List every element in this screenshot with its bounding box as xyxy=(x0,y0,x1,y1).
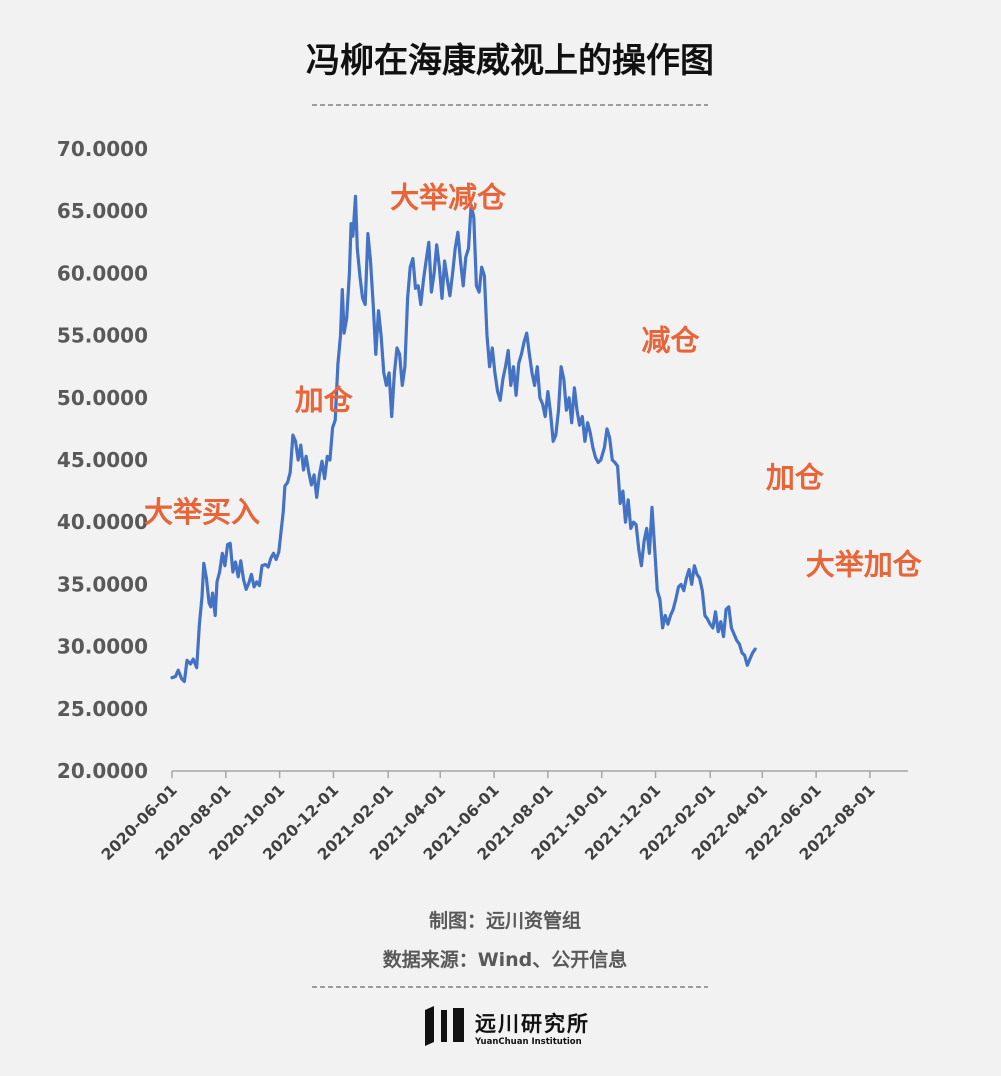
credit-text: 制图：远川资管组 xyxy=(429,909,581,932)
annotation-label: 大举减仓 xyxy=(390,180,507,214)
x-axis: 2020-06-012020-08-012020-10-012020-12-01… xyxy=(98,771,879,864)
annotation-label: 大举加仓 xyxy=(806,547,923,581)
y-tick-label: 25.0000 xyxy=(57,697,148,721)
y-tick-label: 65.0000 xyxy=(57,199,148,223)
annotation-label: 大举买入 xyxy=(144,495,260,529)
source-text: 数据来源：Wind、公开信息 xyxy=(383,948,628,971)
series-line xyxy=(170,194,757,683)
y-axis: 20.0000 25.0000 30.0000 35.0000 40.0000 45.00… xyxy=(57,137,148,783)
brand-name-en: YuanChuan Institution xyxy=(474,1037,582,1047)
annotation-label: 减仓 xyxy=(642,324,701,358)
y-tick-label: 70.0000 xyxy=(57,137,148,161)
annotation-label: 加仓 xyxy=(295,383,354,417)
y-tick-label: 30.0000 xyxy=(57,635,148,659)
y-tick-label: 50.0000 xyxy=(57,386,148,410)
y-tick-label: 40.0000 xyxy=(57,510,148,534)
brand-logo-icon xyxy=(425,1006,464,1046)
y-tick-label: 20.0000 xyxy=(57,759,148,783)
y-tick-label: 60.0000 xyxy=(57,261,148,285)
annotation-label: 加仓 xyxy=(766,460,825,494)
y-tick-label: 45.0000 xyxy=(57,448,148,472)
chart-title: 冯柳在海康威视上的操作图 xyxy=(306,41,714,81)
y-tick-label: 55.0000 xyxy=(57,324,148,348)
brand-name-cn: 远川研究所 xyxy=(475,1012,590,1036)
y-tick-label: 35.0000 xyxy=(57,572,148,596)
